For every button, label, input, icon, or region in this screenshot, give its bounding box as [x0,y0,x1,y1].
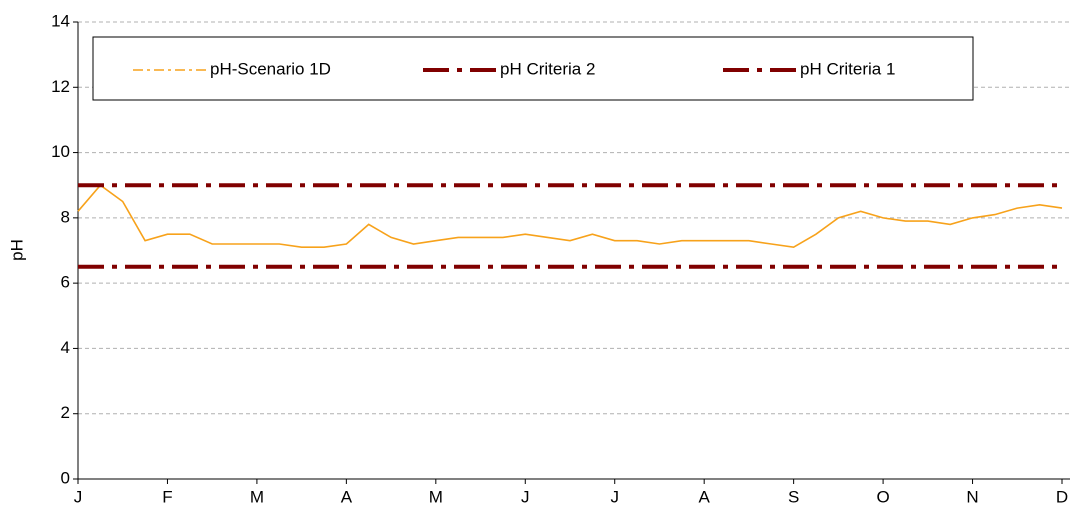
y-tick-label: 14 [51,11,70,30]
x-tick-label: N [966,487,978,506]
x-tick-label: D [1056,487,1068,506]
legend-label: pH Criteria 1 [800,59,895,78]
legend-label: pH-Scenario 1D [210,59,331,78]
legend: pH-Scenario 1D pH Criteria 2 pH Criteria 1 [92,36,974,101]
x-tick-label: A [699,487,711,506]
x-tick-label: M [429,487,443,506]
y-tick-label: 12 [51,77,70,96]
x-tick-label: M [250,487,264,506]
y-tick-label: 0 [61,468,70,487]
x-tick-label: J [521,487,530,506]
x-tick-label: S [788,487,799,506]
y-tick-label: 6 [61,273,70,292]
y-axis-label: pH [7,239,26,261]
x-tick-label: J [74,487,83,506]
x-tick-label: A [341,487,353,506]
x-tick-label: O [876,487,889,506]
y-tick-label: 4 [61,338,70,357]
y-tick-label: 10 [51,142,70,161]
y-tick-label: 2 [61,403,70,422]
y-tick-label: 8 [61,207,70,226]
x-tick-label: J [610,487,619,506]
x-tick-label: F [162,487,172,506]
legend-label: pH Criteria 2 [500,59,595,78]
legend-box [92,36,974,101]
series-line [77,184,1063,249]
